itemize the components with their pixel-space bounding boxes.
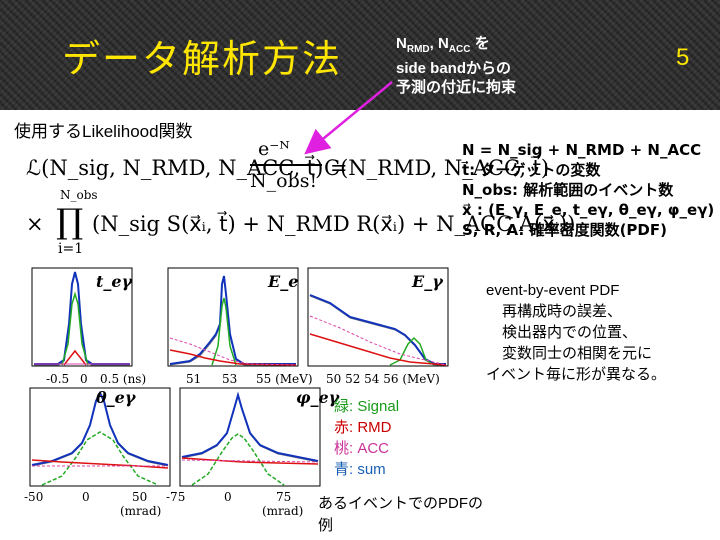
rmd-curve	[309, 333, 447, 366]
sum-curve	[31, 390, 169, 466]
plot-eg-svg	[307, 267, 449, 367]
pdf-description: event-by-event PDF 再構成時の誤差、 検出器内での位置、 変数…	[486, 280, 666, 385]
signal-curve	[211, 297, 237, 366]
page-number: 5	[676, 44, 690, 71]
tick-label: 75	[276, 490, 292, 504]
desc-line: 検出器内での位置、	[502, 324, 638, 341]
plot-label-eg: E_γ	[412, 272, 443, 291]
legend-sum: 青: sum	[334, 461, 386, 478]
def-row: N_obs: 解析範囲のイベント数	[462, 181, 674, 199]
tick-label: -75	[166, 490, 186, 504]
sum-curve	[34, 271, 130, 365]
tick-label: 55 (MeV)	[256, 372, 313, 386]
variable-definitions: N = N_sig + N_RMD + N_ACC t⃗: ターゲットの変数 N…	[462, 140, 714, 240]
header-note-line2: side bandからの	[396, 60, 512, 77]
tick-label: 0	[80, 372, 88, 386]
acc-curve	[309, 315, 447, 366]
def-row: S, R, A: 確率密度関数(PDF)	[462, 221, 667, 239]
formula-denominator: N_obs!	[250, 170, 318, 192]
intro-text: 使用するLikelihood関数	[14, 122, 193, 141]
plot-label-phi: φ_eγ	[296, 388, 340, 407]
tick-label: 0	[82, 490, 90, 504]
figure-caption: あるイベントでのPDFの 例	[318, 493, 483, 537]
rmd-curve	[181, 457, 319, 465]
pdf-plot-ee	[160, 266, 300, 370]
desc-line: 変数同士の相関を元に	[502, 345, 653, 362]
formula-constraint: C(N_RMD, N_ACC, t⃗)	[324, 156, 550, 180]
formula-numerator: e⁻ᴺ	[258, 138, 290, 160]
legend-rmd: 赤: RMD	[334, 419, 392, 436]
tick-label: (mrad)	[262, 504, 304, 518]
plot-theta-svg	[29, 387, 171, 487]
tick-label: 51	[186, 372, 202, 386]
product-symbol: ∏	[56, 202, 84, 242]
tick-label: 50 52 54 56 (MeV)	[326, 372, 440, 386]
signal-curve	[41, 431, 159, 486]
desc-line: イベント毎に形が異なる。	[486, 366, 667, 383]
def-row: N = N_sig + N_RMD + N_ACC	[462, 141, 702, 159]
tick-label: 53	[222, 372, 238, 386]
def-row: x⃗ : (E_γ, E_e, t_eγ, θ_eγ, φ_eγ)	[462, 201, 715, 219]
slide-title: データ解析方法	[62, 37, 343, 81]
header-note-line3: 予測の付近に拘束	[396, 79, 517, 96]
pdf-plot-theta	[22, 386, 172, 490]
pdf-plot-eg	[300, 266, 450, 370]
caption-line1: あるイベントでのPDFの	[318, 495, 484, 512]
fraction-bar	[250, 164, 322, 166]
desc-line: 再構成時の誤差、	[502, 303, 623, 320]
rmd-curve	[63, 349, 87, 366]
desc-line: event-by-event PDF	[486, 282, 620, 299]
product-lower: i=1	[58, 241, 84, 257]
signal-curve	[191, 433, 285, 486]
color-legend: 緑: Signal 赤: RMD 桃: ACC 青: sum	[334, 396, 399, 480]
formula-times: ×	[26, 212, 44, 236]
pdf-plot-phi	[172, 386, 322, 490]
slide-header: データ解析方法 NRMD, NACC を side bandからの 予測の付近に…	[0, 0, 720, 110]
acc-curve	[181, 459, 319, 463]
tick-label: -50	[24, 490, 44, 504]
header-note: NRMD, NACC を side bandからの 予測の付近に拘束	[396, 34, 516, 97]
sum-curve	[181, 391, 319, 462]
formula-lhs: ℒ(N_sig, N_RMD, N_ACC, t⃗) =	[26, 156, 348, 180]
tick-label: -0.5	[46, 372, 70, 386]
legend-acc: 桃: ACC	[334, 440, 390, 457]
signal-curve	[61, 291, 89, 366]
plot-label-teg: t_eγ	[96, 272, 133, 291]
caption-line2: 例	[318, 517, 334, 534]
plot-label-theta: θ_eγ	[96, 388, 136, 407]
tick-label: (mrad)	[120, 504, 162, 518]
def-row: t⃗: ターゲットの変数	[462, 161, 601, 179]
sum-curve	[169, 275, 296, 365]
header-note-line1: NRMD, NACC を	[396, 35, 490, 55]
tick-label: 0	[224, 490, 232, 504]
plot-ee-svg	[167, 267, 299, 367]
rmd-curve	[31, 459, 169, 469]
plot-label-ee: E_e	[268, 272, 299, 291]
tick-label: 50	[132, 490, 148, 504]
plot-phi-svg	[179, 387, 321, 487]
acc-curve	[169, 337, 297, 366]
plot-teg-svg	[31, 267, 133, 367]
formula-product-body: (N_sig S(x⃗ᵢ, t⃗) + N_RMD R(x⃗ᵢ) + N_ACC…	[92, 212, 576, 236]
rmd-curve	[169, 349, 297, 366]
tick-label: 0.5 (ns)	[100, 372, 147, 386]
legend-signal: 緑: Signal	[334, 398, 400, 415]
pdf-plot-teg	[24, 266, 134, 370]
product-upper: N_obs	[60, 188, 98, 202]
